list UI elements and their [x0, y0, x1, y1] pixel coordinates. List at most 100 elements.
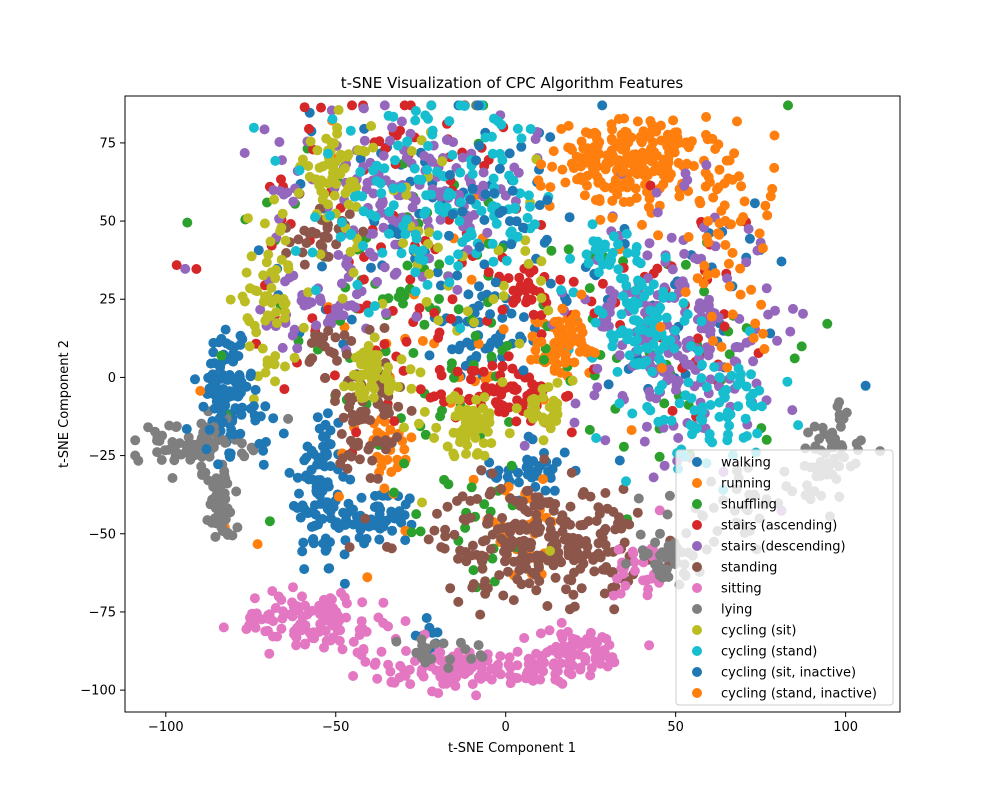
data-point: [556, 557, 567, 568]
data-point: [302, 441, 313, 452]
data-point: [578, 520, 589, 531]
data-point: [429, 639, 440, 649]
data-point: [311, 228, 322, 239]
data-point: [472, 494, 483, 504]
data-point: [232, 522, 243, 533]
data-point: [459, 101, 470, 111]
data-point: [480, 588, 491, 599]
data-point: [297, 154, 308, 165]
data-point: [518, 222, 528, 233]
data-point: [323, 325, 334, 336]
data-point: [611, 140, 622, 151]
data-point: [576, 289, 587, 300]
data-point: [278, 189, 289, 200]
data-point: [560, 177, 571, 188]
data-point: [746, 369, 756, 380]
data-point: [278, 428, 289, 439]
data-point: [614, 155, 624, 166]
data-point: [348, 671, 359, 681]
data-point: [595, 177, 606, 188]
data-point: [356, 359, 367, 370]
data-point: [501, 255, 512, 266]
data-point: [447, 294, 458, 305]
data-point: [315, 459, 325, 470]
data-point: [292, 343, 303, 354]
data-point: [461, 448, 471, 459]
data-point: [360, 513, 371, 524]
data-point: [425, 392, 436, 403]
plot-frame: [124, 95, 901, 713]
data-point: [504, 524, 515, 535]
data-point: [666, 291, 677, 302]
data-point: [365, 209, 376, 220]
data-point: [724, 349, 735, 360]
data-point: [369, 332, 380, 343]
data-point: [171, 260, 182, 271]
data-point: [447, 209, 458, 220]
data-point: [593, 267, 604, 278]
data-point: [345, 125, 356, 136]
data-point: [644, 386, 655, 397]
data-point: [348, 267, 359, 278]
data-point: [432, 508, 442, 519]
data-point: [545, 423, 556, 434]
data-point: [467, 183, 478, 194]
data-point: [836, 412, 847, 423]
data-point: [782, 376, 793, 387]
data-point: [680, 168, 691, 179]
data-point: [352, 415, 363, 426]
data-point: [482, 227, 493, 238]
data-point: [474, 140, 485, 151]
data-point: [613, 239, 623, 250]
data-point: [416, 135, 427, 146]
data-point: [519, 535, 529, 546]
data-point: [570, 398, 581, 409]
data-point: [495, 148, 505, 159]
data-point: [345, 396, 356, 407]
data-point: [446, 313, 456, 324]
data-point: [306, 521, 317, 532]
data-point: [367, 381, 378, 392]
data-point: [645, 405, 656, 416]
data-point: [424, 350, 435, 361]
data-point: [437, 156, 448, 167]
data-point: [679, 138, 690, 149]
data-point: [573, 336, 584, 347]
data-point: [417, 497, 427, 508]
data-point: [606, 119, 617, 130]
data-point: [674, 191, 685, 202]
data-point: [406, 146, 417, 157]
data-point: [378, 373, 389, 384]
data-point: [587, 219, 598, 230]
data-point: [433, 315, 444, 326]
data-point: [342, 300, 353, 311]
data-point: [196, 418, 207, 429]
data-point: [216, 350, 227, 361]
data-point: [348, 636, 359, 647]
data-point: [299, 564, 310, 575]
data-point: [680, 259, 691, 270]
data-point: [239, 148, 250, 158]
data-point: [627, 408, 638, 419]
data-point: [271, 264, 281, 275]
data-point: [516, 579, 527, 590]
data-point: [610, 175, 621, 186]
data-point: [419, 406, 430, 417]
data-point: [452, 366, 463, 377]
data-point: [381, 515, 392, 526]
data-point: [262, 291, 273, 302]
data-point: [465, 194, 476, 205]
data-point: [221, 392, 232, 403]
data-point: [567, 375, 578, 386]
data-point: [258, 445, 269, 456]
data-point: [409, 163, 420, 174]
x-tick-label: 100: [833, 720, 858, 735]
data-point: [651, 393, 662, 404]
data-point: [372, 473, 383, 484]
data-point: [511, 403, 522, 414]
data-point: [694, 195, 705, 206]
data-point: [519, 633, 530, 643]
data-point: [478, 536, 488, 547]
data-point: [468, 579, 479, 589]
data-point: [494, 163, 505, 174]
